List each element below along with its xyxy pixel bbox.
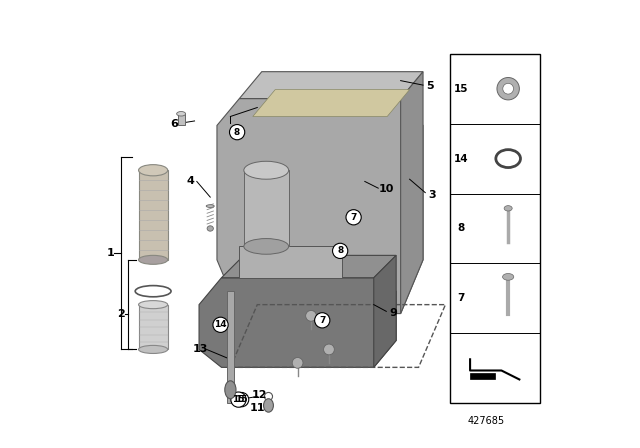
Text: 13: 13 [192, 345, 207, 354]
Text: 15: 15 [236, 395, 248, 404]
Circle shape [346, 210, 361, 225]
Text: 6: 6 [170, 119, 179, 129]
Polygon shape [239, 246, 342, 278]
Circle shape [333, 243, 348, 258]
Circle shape [306, 310, 316, 321]
Polygon shape [199, 278, 396, 367]
Text: 7: 7 [351, 213, 356, 222]
Polygon shape [244, 170, 289, 246]
Polygon shape [239, 72, 423, 99]
Ellipse shape [139, 345, 168, 353]
Text: 4: 4 [186, 176, 194, 185]
Circle shape [230, 125, 244, 140]
Text: 8: 8 [337, 246, 343, 255]
Circle shape [231, 392, 246, 407]
Polygon shape [217, 99, 423, 314]
Polygon shape [374, 255, 396, 367]
Text: 11: 11 [250, 403, 265, 413]
Ellipse shape [139, 165, 168, 176]
Text: 8: 8 [458, 224, 465, 233]
Ellipse shape [206, 205, 214, 207]
Circle shape [315, 313, 330, 328]
Text: 2: 2 [116, 309, 125, 319]
Text: 8: 8 [234, 128, 240, 137]
Bar [470, 373, 495, 379]
Ellipse shape [264, 399, 273, 412]
Text: 9: 9 [389, 308, 397, 318]
Ellipse shape [139, 255, 168, 264]
Ellipse shape [225, 381, 236, 399]
Ellipse shape [502, 273, 514, 280]
Circle shape [497, 78, 520, 100]
Polygon shape [221, 255, 396, 278]
Polygon shape [253, 90, 410, 116]
Circle shape [264, 392, 273, 401]
Ellipse shape [139, 301, 168, 309]
Circle shape [234, 392, 249, 407]
Ellipse shape [177, 112, 186, 116]
Ellipse shape [244, 238, 289, 254]
Text: 427685: 427685 [467, 416, 504, 426]
Ellipse shape [244, 161, 289, 179]
Bar [177, 114, 185, 125]
Ellipse shape [207, 226, 213, 231]
Text: 5: 5 [426, 81, 433, 91]
Circle shape [324, 344, 334, 355]
Text: 14: 14 [454, 154, 468, 164]
Bar [139, 305, 168, 349]
Bar [139, 170, 168, 260]
Text: 1: 1 [106, 248, 114, 258]
Text: 15: 15 [232, 395, 244, 404]
Circle shape [503, 83, 513, 94]
Circle shape [292, 358, 303, 368]
Text: 3: 3 [428, 190, 436, 200]
Text: 15: 15 [454, 84, 468, 94]
Text: 7: 7 [319, 316, 325, 325]
Polygon shape [401, 72, 423, 314]
Bar [450, 54, 540, 403]
Bar [227, 291, 234, 403]
Ellipse shape [504, 206, 512, 211]
Text: 10: 10 [379, 184, 394, 194]
Text: 7: 7 [458, 293, 465, 303]
Text: 12: 12 [252, 390, 268, 400]
Circle shape [213, 317, 228, 332]
Text: 14: 14 [214, 320, 227, 329]
